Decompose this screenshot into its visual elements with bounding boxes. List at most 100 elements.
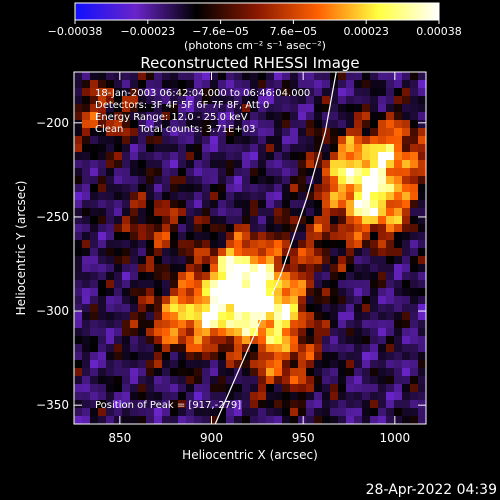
- heatmap-cell: [378, 80, 387, 89]
- heatmap-cell: [74, 184, 83, 193]
- heatmap-cell: [258, 336, 267, 345]
- heatmap-cell: [218, 256, 227, 265]
- heatmap-cell: [90, 168, 99, 177]
- chart-title: Reconstructed RHESSI Image: [140, 54, 359, 72]
- heatmap-cell: [218, 280, 227, 289]
- heatmap-cell: [282, 224, 291, 233]
- colorbar-tick-label: −0.00038: [48, 25, 103, 38]
- heatmap-cell: [346, 224, 355, 233]
- heatmap-cell: [122, 80, 131, 89]
- heatmap-cell: [338, 280, 347, 289]
- heatmap-cell: [226, 304, 235, 313]
- heatmap-cell: [186, 200, 195, 209]
- x-tick-label: 1000: [380, 431, 411, 445]
- heatmap-cell: [210, 384, 219, 393]
- heatmap-cell: [386, 240, 395, 249]
- heatmap-cell: [178, 280, 187, 289]
- heatmap-cell: [98, 224, 107, 233]
- heatmap-cell: [306, 224, 315, 233]
- heatmap-cell: [186, 112, 195, 121]
- heatmap-cell: [130, 168, 139, 177]
- heatmap-cell: [194, 224, 203, 233]
- heatmap-cell: [98, 128, 107, 137]
- heatmap-cell: [338, 128, 347, 137]
- heatmap-cell: [298, 88, 307, 97]
- heatmap-cell: [314, 280, 323, 289]
- heatmap-cell: [370, 184, 379, 193]
- heatmap-cell: [194, 328, 203, 337]
- heatmap-cell: [154, 416, 163, 424]
- heatmap-cell: [186, 336, 195, 345]
- heatmap-cell: [138, 88, 147, 97]
- heatmap-cell: [370, 112, 379, 121]
- heatmap-cell: [194, 104, 203, 113]
- heatmap-cell: [178, 392, 187, 401]
- heatmap-cell: [154, 272, 163, 281]
- heatmap-cell: [402, 80, 411, 89]
- heatmap-cell: [106, 416, 115, 424]
- heatmap-cell: [330, 152, 339, 161]
- heatmap-cell: [98, 336, 107, 345]
- x-tick-label: 950: [292, 431, 315, 445]
- y-tick-label: −200: [36, 116, 69, 130]
- heatmap-cell: [210, 344, 219, 353]
- heatmap-cell: [274, 224, 283, 233]
- heatmap-cell: [114, 72, 123, 81]
- heatmap-cell: [386, 368, 395, 377]
- heatmap-cell: [290, 184, 299, 193]
- heatmap-cell: [154, 392, 163, 401]
- heatmap-cell: [122, 384, 131, 393]
- heatmap-cell: [250, 280, 259, 289]
- heatmap-cell: [106, 248, 115, 257]
- heatmap-cell: [322, 328, 331, 337]
- heatmap-cell: [338, 160, 347, 169]
- heatmap-cell: [346, 120, 355, 129]
- heatmap-cell: [186, 312, 195, 321]
- heatmap-cell: [90, 328, 99, 337]
- heatmap-cell: [410, 360, 419, 369]
- heatmap-cell: [242, 400, 251, 409]
- heatmap-cell: [322, 384, 331, 393]
- heatmap-cell: [394, 176, 403, 185]
- heatmap-cell: [170, 264, 179, 273]
- heatmap-cell: [354, 416, 363, 424]
- heatmap-cell: [218, 416, 227, 424]
- heatmap-cell: [242, 144, 251, 153]
- heatmap-cell: [410, 152, 419, 161]
- heatmap-cell: [314, 272, 323, 281]
- heatmap-cell: [330, 256, 339, 265]
- heatmap-cell: [346, 304, 355, 313]
- heatmap-cell: [170, 400, 179, 409]
- heatmap-cell: [74, 360, 83, 369]
- heatmap-cell: [282, 240, 291, 249]
- heatmap-cell: [338, 144, 347, 153]
- heatmap-cell: [242, 72, 251, 81]
- heatmap-cell: [130, 256, 139, 265]
- heatmap-cell: [346, 296, 355, 305]
- heatmap-cell: [378, 128, 387, 137]
- heatmap-cell: [218, 104, 227, 113]
- heatmap-cell: [418, 408, 426, 417]
- heatmap-cell: [122, 168, 131, 177]
- heatmap-cell: [218, 216, 227, 225]
- heatmap-cell: [418, 152, 426, 161]
- heatmap-cell: [370, 304, 379, 313]
- heatmap-cell: [410, 200, 419, 209]
- heatmap-cell: [138, 272, 147, 281]
- heatmap-cell: [370, 88, 379, 97]
- heatmap-cell: [122, 208, 131, 217]
- heatmap-cell: [138, 416, 147, 424]
- heatmap-cell: [418, 176, 426, 185]
- heatmap-cell: [298, 192, 307, 201]
- heatmap-cell: [338, 320, 347, 329]
- heatmap-cell: [98, 136, 107, 145]
- heatmap-cell: [394, 304, 403, 313]
- heatmap-cell: [322, 104, 331, 113]
- heatmap-cell: [82, 248, 91, 257]
- heatmap-cell: [402, 224, 411, 233]
- heatmap-cell: [378, 360, 387, 369]
- heatmap-cell: [106, 112, 115, 121]
- heatmap-cell: [274, 128, 283, 137]
- heatmap-cell: [274, 368, 283, 377]
- heatmap-cell: [98, 416, 107, 424]
